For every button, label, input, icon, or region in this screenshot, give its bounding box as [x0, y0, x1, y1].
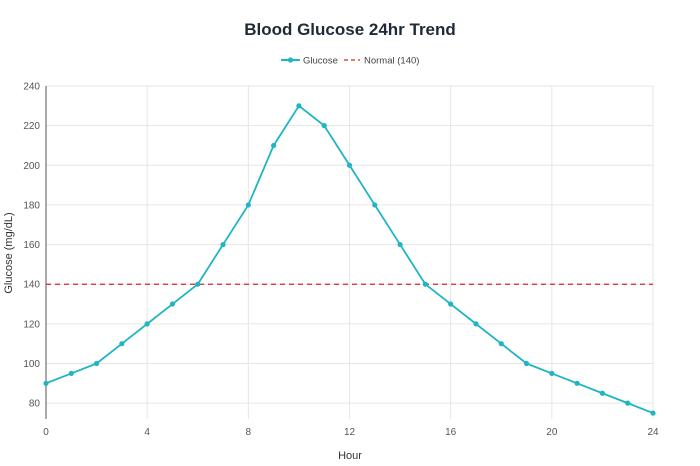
data-point-hour-2 [93, 360, 100, 367]
data-point-hour-4 [144, 321, 150, 327]
x-tick-label-4: 4 [144, 427, 150, 438]
data-point-hour-5 [169, 301, 176, 307]
data-point-hour-9 [271, 142, 277, 149]
y-tick-label-160: 160 [23, 240, 40, 251]
data-point-hour-21 [574, 380, 580, 386]
y-tick-label-200: 200 [23, 161, 40, 172]
y-tick-label-100: 100 [23, 359, 40, 370]
legend-glucose-marker [287, 57, 294, 63]
data-point-hour-23 [625, 400, 631, 406]
data-point-hour-13 [372, 202, 378, 208]
data-point-hour-19 [523, 360, 530, 367]
x-tick-label-12: 12 [344, 427, 356, 438]
data-point-hour-8 [245, 202, 251, 208]
x-tick-label-8: 8 [246, 427, 252, 438]
legend-glucose-label: Glucose [303, 56, 338, 67]
tick-labels: 80 100 120 140 160 180 200 220 240 0 4 8 12 16 20 24 [23, 82, 659, 439]
y-tick-label-180: 180 [23, 200, 40, 211]
y-tick-label-140: 140 [23, 280, 40, 291]
x-tick-label-16: 16 [445, 427, 457, 438]
y-tick-label-240: 240 [23, 82, 40, 93]
legend-normal-label: Normal (140) [364, 56, 419, 67]
data-point-hour-0 [43, 380, 49, 386]
data-point-hour-7 [220, 241, 226, 248]
data-point-hour-12 [346, 162, 353, 168]
x-tick-label-24: 24 [647, 427, 659, 438]
data-point-hour-20 [549, 370, 555, 377]
data-point-hour-1 [68, 370, 74, 377]
data-point-hour-24 [650, 410, 656, 416]
data-point-hour-18 [498, 341, 504, 347]
data-point-hour-17 [473, 321, 479, 327]
legend: Glucose Normal (140) [281, 56, 419, 67]
data-point-hour-16 [448, 301, 454, 307]
data-point-hour-15 [422, 281, 428, 287]
x-axis-title: Hour [338, 450, 362, 462]
data-point-hour-22 [599, 390, 606, 396]
grid [45, 85, 654, 419]
data-point-hour-14 [397, 241, 403, 248]
x-tick-label-20: 20 [546, 427, 558, 438]
chart-title: Blood Glucose 24hr Trend [244, 20, 456, 39]
series [43, 103, 656, 416]
y-axis-title: Glucose (mg/dL) [3, 212, 15, 293]
y-tick-label-120: 120 [23, 319, 40, 330]
x-tick-label-0: 0 [43, 427, 49, 438]
y-tick-label-220: 220 [23, 121, 40, 132]
data-point-hour-10 [296, 103, 302, 109]
y-tick-label-80: 80 [29, 399, 41, 410]
data-point-hour-3 [119, 341, 125, 347]
data-point-hour-6 [195, 281, 201, 287]
data-point-hour-11 [321, 123, 327, 129]
